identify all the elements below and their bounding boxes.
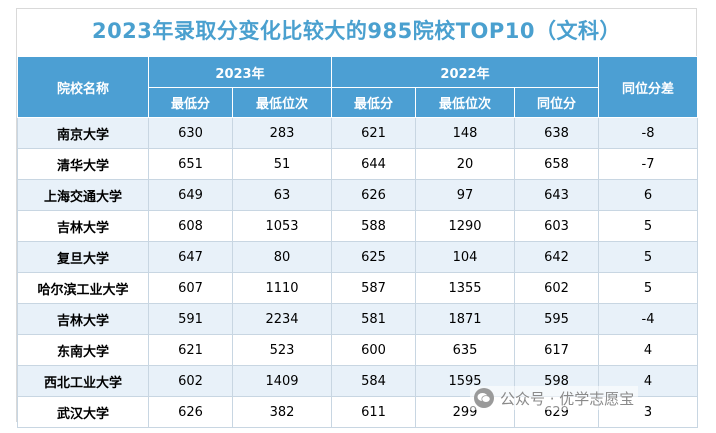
table-row: 西北工业大学 602 1409 584 1595 598 4 bbox=[17, 365, 699, 397]
cell-2023-min-rank: 523 bbox=[232, 334, 332, 366]
table-row: 东南大学 621 523 600 635 617 4 bbox=[17, 334, 699, 366]
cell-2023-min-score: 626 bbox=[148, 396, 233, 428]
ranking-table: 院校名称 2023年 2022年 同位分差 最低分 最低位次 最低分 最低位次 … bbox=[17, 56, 699, 428]
cell-2023-min-score: 651 bbox=[148, 148, 233, 180]
cell-2022-min-score: 625 bbox=[331, 241, 416, 273]
cell-2023-min-rank: 51 bbox=[232, 148, 332, 180]
cell-school: 吉林大学 bbox=[17, 303, 149, 335]
cell-2022-min-score: 626 bbox=[331, 179, 416, 211]
cell-rank-diff: -8 bbox=[598, 117, 699, 149]
wechat-icon bbox=[474, 388, 494, 408]
watermark-text: 公众号 · 优学志愿宝 bbox=[500, 389, 635, 408]
cell-2023-min-score: 630 bbox=[148, 117, 233, 149]
cell-same-rank-score: 643 bbox=[513, 179, 600, 211]
cell-2022-min-rank: 299 bbox=[415, 396, 515, 428]
cell-2023-min-rank: 63 bbox=[232, 179, 332, 211]
cell-2022-min-rank: 97 bbox=[415, 179, 515, 211]
cell-same-rank-score: 602 bbox=[513, 272, 600, 304]
cell-2022-min-score: 621 bbox=[331, 117, 416, 149]
cell-2022-min-score: 588 bbox=[331, 210, 416, 242]
header-2022-min-score: 最低分 bbox=[331, 87, 416, 118]
header-2022: 2022年 bbox=[330, 56, 600, 88]
header-2022-min-rank: 最低位次 bbox=[415, 87, 515, 118]
table-row: 复旦大学 647 80 625 104 642 5 bbox=[17, 241, 699, 273]
cell-same-rank-score: 603 bbox=[513, 210, 600, 242]
cell-2023-min-rank: 1053 bbox=[232, 210, 332, 242]
cell-2022-min-rank: 1355 bbox=[415, 272, 515, 304]
cell-2023-min-rank: 283 bbox=[232, 117, 332, 149]
cell-school: 东南大学 bbox=[17, 334, 149, 366]
cell-2023-min-score: 602 bbox=[148, 365, 233, 397]
cell-school: 上海交通大学 bbox=[17, 179, 149, 211]
header-2023: 2023年 bbox=[148, 56, 332, 88]
cell-school: 西北工业大学 bbox=[17, 365, 149, 397]
cell-2022-min-rank: 1871 bbox=[415, 303, 515, 335]
header-2023-min-rank: 最低位次 bbox=[232, 87, 332, 118]
cell-2023-min-rank: 80 bbox=[232, 241, 332, 273]
cell-2022-min-score: 587 bbox=[331, 272, 416, 304]
cell-2022-min-score: 611 bbox=[331, 396, 416, 428]
table-body: 南京大学 630 283 621 148 638 -8 清华大学 651 51 644 20 658 -7… bbox=[17, 117, 699, 428]
cell-2023-min-rank: 1409 bbox=[232, 365, 332, 397]
header-rank-diff: 同位分差 bbox=[598, 56, 699, 118]
cell-2023-min-rank: 2234 bbox=[232, 303, 332, 335]
cell-rank-diff: 6 bbox=[598, 179, 699, 211]
cell-same-rank-score: 617 bbox=[513, 334, 600, 366]
header-row-sub: 最低分 最低位次 最低分 最低位次 同位分 bbox=[18, 87, 698, 118]
cell-2022-min-score: 581 bbox=[331, 303, 416, 335]
watermark: 公众号 · 优学志愿宝 bbox=[470, 386, 639, 410]
header-2023-min-score: 最低分 bbox=[148, 87, 233, 118]
cell-2022-min-rank: 1290 bbox=[415, 210, 515, 242]
cell-2023-min-score: 608 bbox=[148, 210, 233, 242]
cell-2023-min-score: 607 bbox=[148, 272, 233, 304]
cell-rank-diff: 5 bbox=[598, 272, 699, 304]
cell-same-rank-score: 658 bbox=[513, 148, 600, 180]
cell-rank-diff: -7 bbox=[598, 148, 699, 180]
cell-school: 哈尔滨工业大学 bbox=[17, 272, 149, 304]
cell-2023-min-score: 591 bbox=[148, 303, 233, 335]
cell-2023-min-score: 621 bbox=[148, 334, 233, 366]
table-row: 上海交通大学 649 63 626 97 643 6 bbox=[17, 179, 699, 211]
table-row: 南京大学 630 283 621 148 638 -8 bbox=[17, 117, 699, 149]
cell-school: 清华大学 bbox=[17, 148, 149, 180]
cell-2023-min-rank: 382 bbox=[232, 396, 332, 428]
cell-2023-min-score: 647 bbox=[148, 241, 233, 273]
cell-2022-min-rank: 20 bbox=[415, 148, 515, 180]
cell-2022-min-score: 644 bbox=[331, 148, 416, 180]
table-row: 哈尔滨工业大学 607 1110 587 1355 602 5 bbox=[17, 272, 699, 304]
table-row: 吉林大学 591 2234 581 1871 595 -4 bbox=[17, 303, 699, 335]
cell-school: 复旦大学 bbox=[17, 241, 149, 273]
table-row: 清华大学 651 51 644 20 658 -7 bbox=[17, 148, 699, 180]
cell-2023-min-score: 649 bbox=[148, 179, 233, 211]
cell-2022-min-score: 584 bbox=[331, 365, 416, 397]
cell-rank-diff: -4 bbox=[598, 303, 699, 335]
cell-rank-diff: 5 bbox=[598, 241, 699, 273]
cell-same-rank-score: 638 bbox=[513, 117, 600, 149]
page-title: 2023年录取分变化比较大的985院校TOP10（文科） bbox=[91, 19, 622, 43]
cell-rank-diff: 4 bbox=[598, 334, 699, 366]
cell-same-rank-score: 642 bbox=[513, 241, 600, 273]
cell-school: 武汉大学 bbox=[17, 396, 149, 428]
header-school: 院校名称 bbox=[17, 56, 149, 118]
cell-2022-min-rank: 635 bbox=[415, 334, 515, 366]
cell-same-rank-score: 595 bbox=[513, 303, 600, 335]
cell-2023-min-rank: 1110 bbox=[232, 272, 332, 304]
cell-rank-diff: 5 bbox=[598, 210, 699, 242]
cell-school: 吉林大学 bbox=[17, 210, 149, 242]
cell-2022-min-score: 600 bbox=[331, 334, 416, 366]
cell-school: 南京大学 bbox=[17, 117, 149, 149]
header-row-top: 院校名称 2023年 2022年 同位分差 bbox=[17, 56, 699, 118]
cell-2022-min-rank: 148 bbox=[415, 117, 515, 149]
header-2022-same-rank-score: 同位分 bbox=[513, 87, 600, 118]
table-row: 吉林大学 608 1053 588 1290 603 5 bbox=[17, 210, 699, 242]
cell-2022-min-rank: 104 bbox=[415, 241, 515, 273]
